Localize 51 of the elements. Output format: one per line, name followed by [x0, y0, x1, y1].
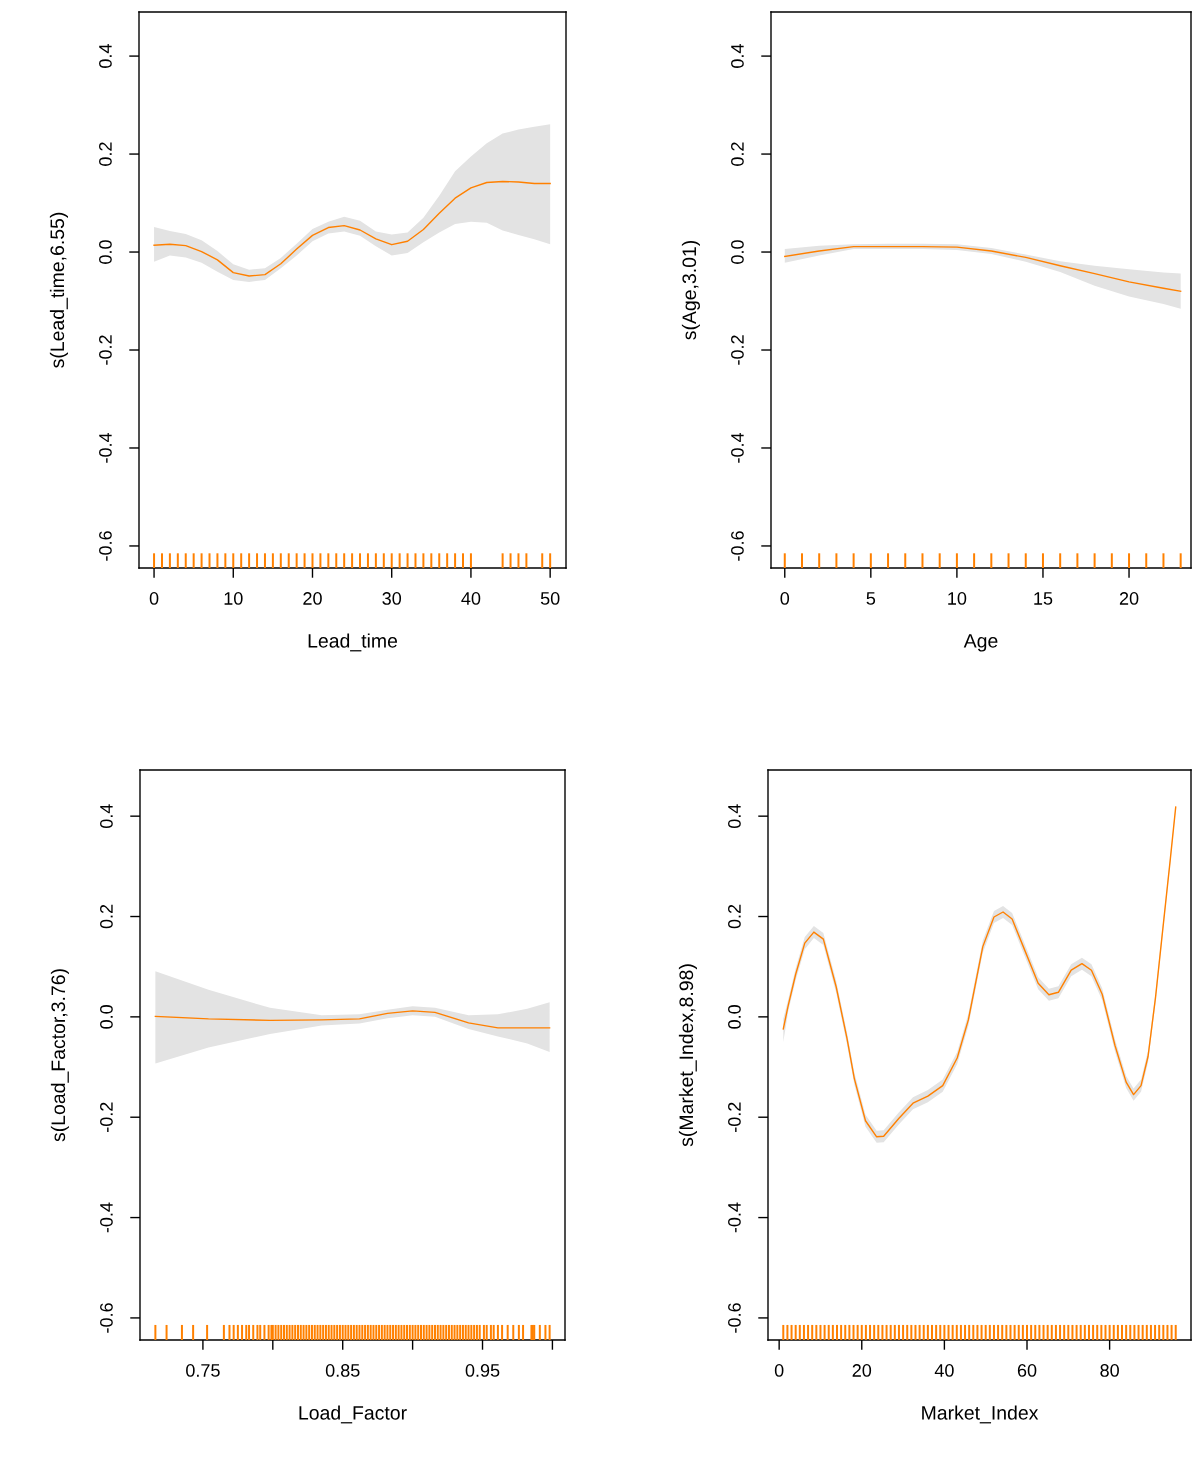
x-tick-label: 15 — [1034, 592, 1053, 605]
y-tick-label: -0.2 — [731, 335, 744, 365]
y-tick-label: -0.2 — [99, 335, 112, 365]
y-tick-label: 0.0 — [731, 240, 744, 264]
y-tick-label: -0.4 — [731, 432, 744, 463]
x-tick-label: 20 — [303, 592, 322, 605]
y-tick-label: -0.2 — [100, 1102, 113, 1132]
y-tick-label: 0.0 — [99, 240, 112, 264]
x-tick-label: 10 — [224, 592, 243, 605]
y-tick-label: 0.4 — [99, 44, 112, 68]
y-tick-label: 0.0 — [728, 1005, 741, 1029]
x-tick-label: 0 — [149, 592, 159, 605]
x-tick-label: 60 — [1017, 1364, 1037, 1377]
x-tick-label: 20 — [852, 1364, 872, 1377]
y-tick-label: 0.2 — [100, 904, 113, 929]
x-tick-label: 40 — [934, 1364, 954, 1377]
y-tick-label: -0.4 — [99, 432, 112, 463]
y-tick-label: -0.4 — [728, 1202, 741, 1233]
y-tick-label: 0.0 — [100, 1005, 113, 1029]
y-tick-label: 0.2 — [731, 142, 744, 166]
y-axis-title: s(Age,3.01) — [681, 240, 700, 340]
x-tick-label: 30 — [382, 592, 402, 605]
x-axis-title: Age — [963, 634, 998, 652]
y-tick-label: 0.2 — [99, 142, 112, 166]
y-tick-label: -0.6 — [99, 531, 112, 561]
x-axis-title: Load_Factor — [299, 1405, 407, 1424]
x-tick-label: 10 — [948, 592, 967, 605]
x-tick-label: 50 — [540, 592, 560, 605]
y-tick-label: -0.2 — [728, 1102, 741, 1132]
x-tick-label: 0.75 — [186, 1364, 220, 1377]
x-axis-title: Market_Index — [922, 1405, 1039, 1424]
y-tick-label: 0.4 — [731, 44, 744, 68]
x-tick-label: 0 — [780, 592, 790, 605]
x-tick-label: 5 — [866, 592, 876, 605]
y-tick-label: 0.4 — [100, 804, 113, 829]
x-tick-label: 0 — [774, 1364, 784, 1377]
y-tick-label: 0.4 — [728, 804, 741, 829]
x-tick-label: 20 — [1119, 592, 1139, 605]
y-tick-label: -0.6 — [731, 531, 744, 561]
y-tick-label: -0.6 — [728, 1303, 741, 1333]
y-axis-title: s(Load_Factor,3.76) — [50, 969, 69, 1142]
x-tick-label: 40 — [461, 592, 481, 605]
y-tick-label: 0.2 — [728, 904, 741, 929]
x-tick-label: 0.85 — [325, 1364, 360, 1377]
y-axis-title: s(Market_Index,8.98) — [678, 964, 697, 1147]
x-axis-title: Lead_time — [308, 633, 398, 652]
x-tick-label: 0.95 — [465, 1364, 500, 1377]
y-tick-label: -0.6 — [100, 1303, 113, 1333]
y-axis-title: s(Lead_time,6.55) — [49, 212, 68, 368]
x-tick-label: 80 — [1100, 1364, 1119, 1377]
y-tick-label: -0.4 — [100, 1202, 113, 1233]
